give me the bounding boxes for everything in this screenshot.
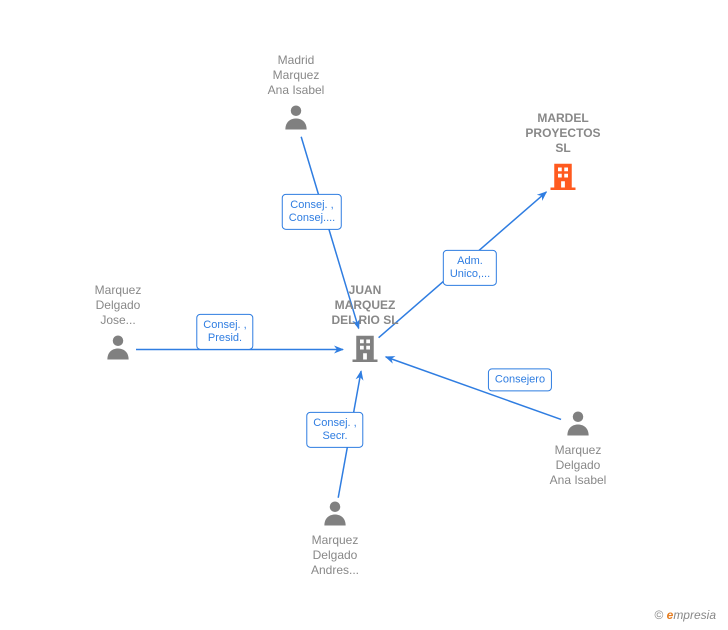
copyright-symbol: © bbox=[654, 608, 663, 622]
edge-line bbox=[379, 192, 547, 338]
copyright: © empresia bbox=[654, 608, 716, 622]
edge-line bbox=[301, 137, 359, 329]
edge-line bbox=[386, 357, 561, 420]
diagram-canvas bbox=[0, 0, 728, 630]
brand-rest: mpresia bbox=[673, 608, 716, 622]
edge-line bbox=[338, 371, 361, 498]
